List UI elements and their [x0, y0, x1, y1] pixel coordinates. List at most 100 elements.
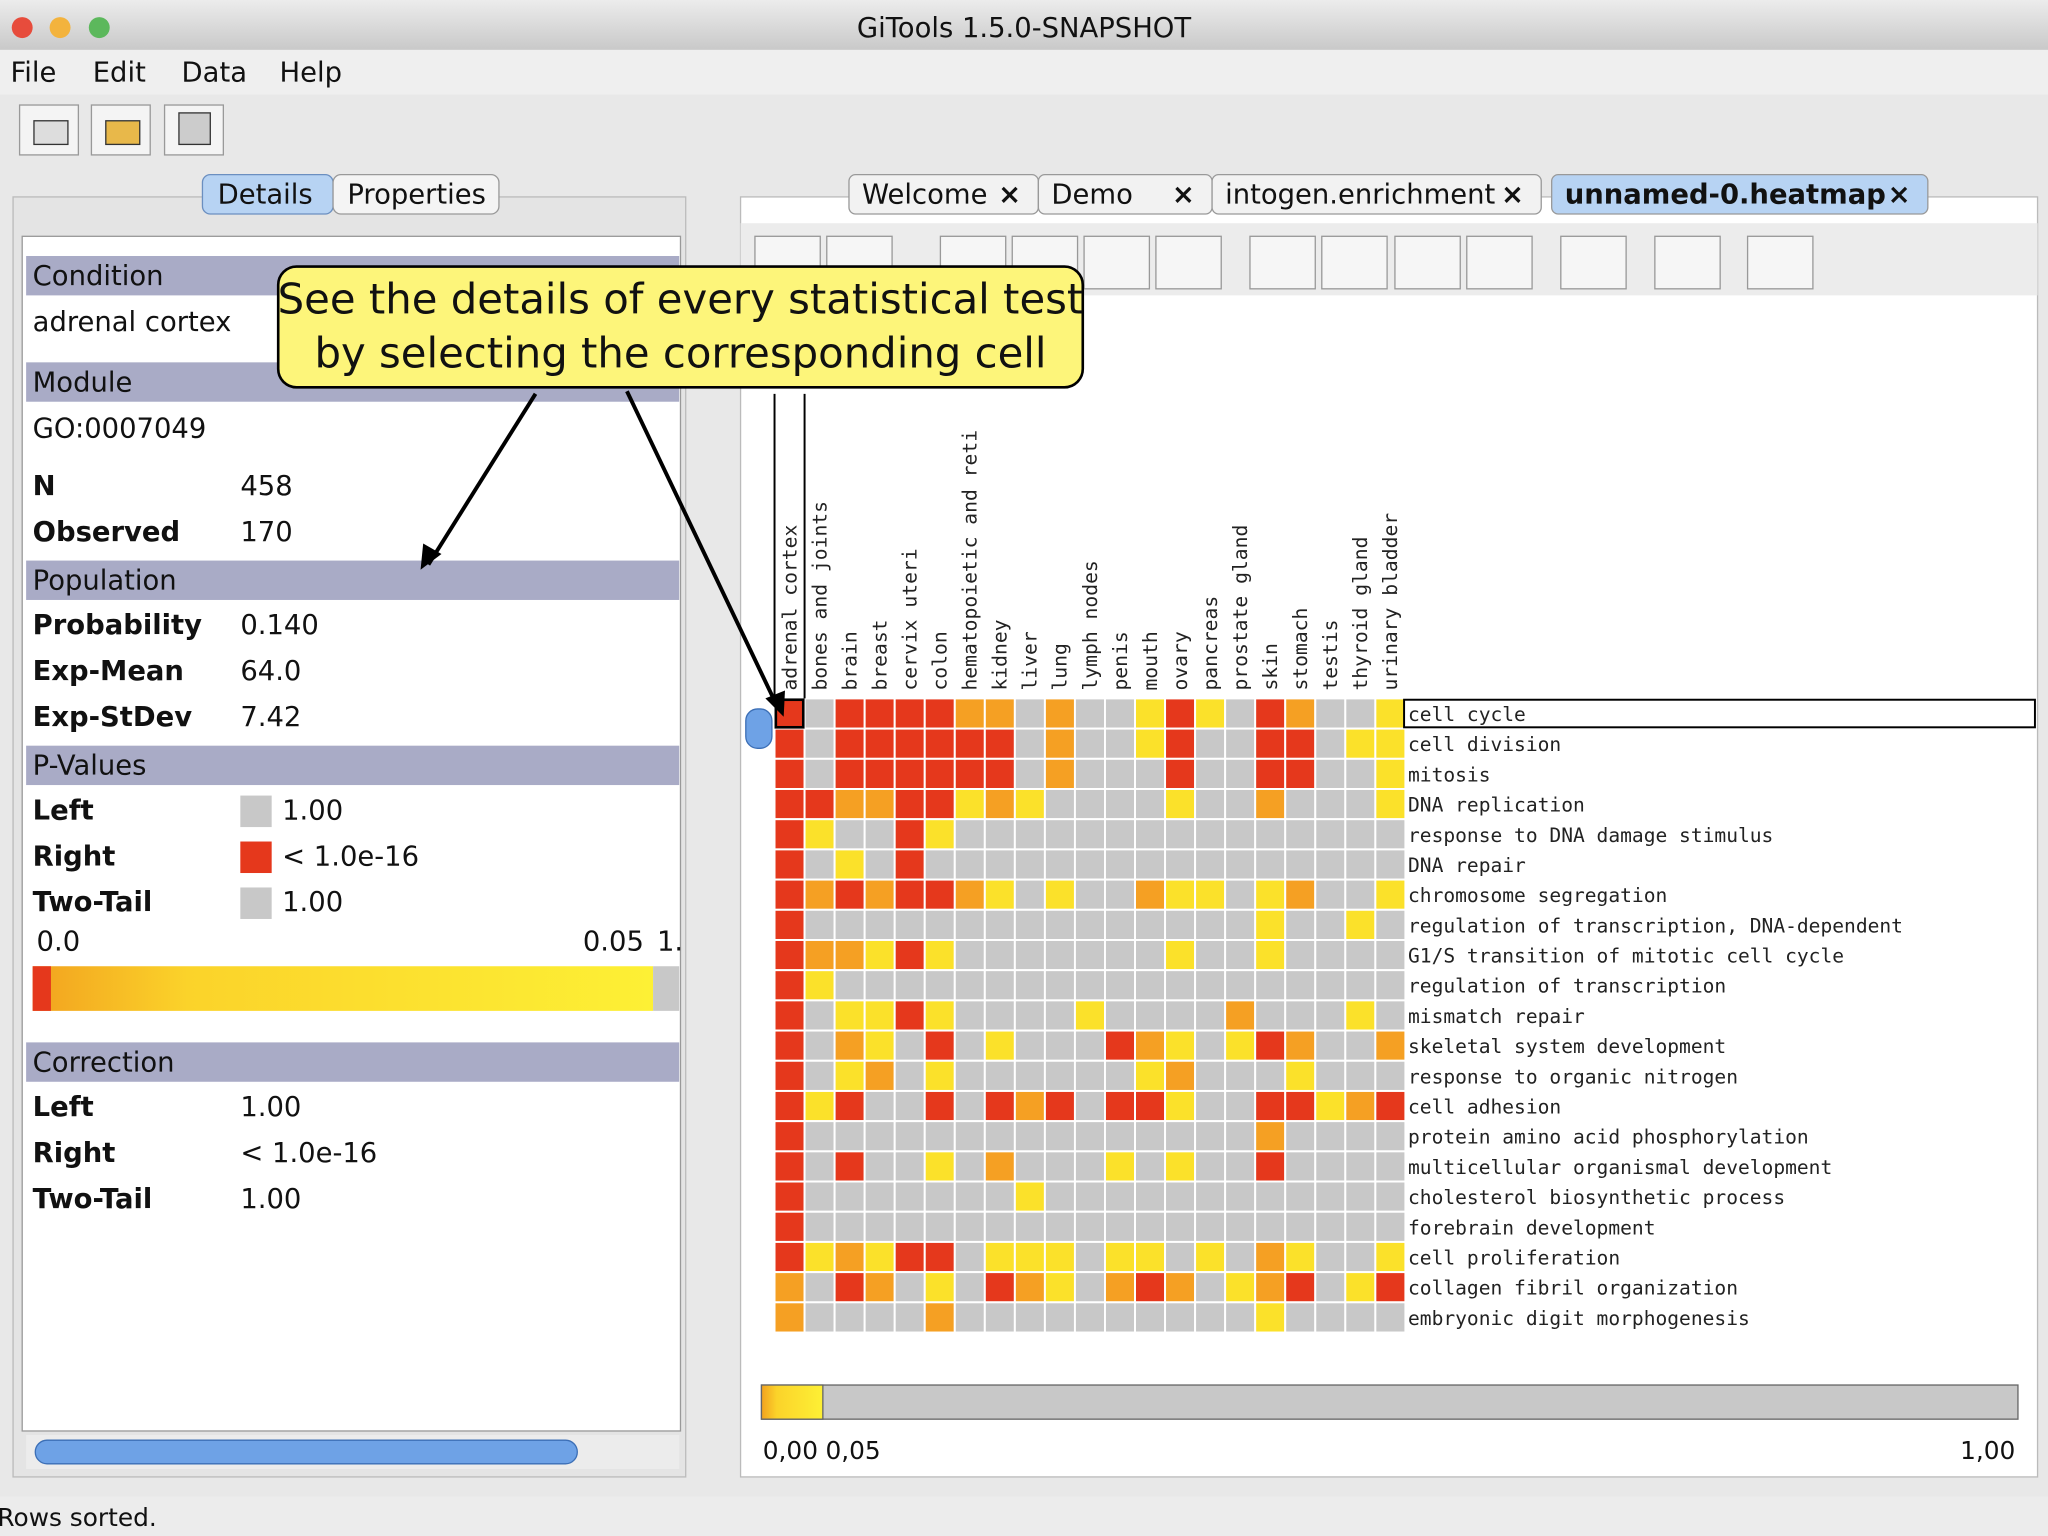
heatmap-cell[interactable]: [1043, 1029, 1076, 1062]
heatmap-cell[interactable]: [1104, 757, 1136, 790]
heatmap-cell[interactable]: [773, 1029, 806, 1062]
heatmap-cell[interactable]: [1224, 1120, 1257, 1153]
heatmap-cell[interactable]: [1314, 1120, 1347, 1153]
heatmap-cell[interactable]: [1254, 818, 1287, 851]
heatmap-cell[interactable]: [1104, 818, 1136, 851]
heatmap-cell[interactable]: [1073, 1029, 1106, 1062]
heatmap-cell[interactable]: [803, 757, 836, 790]
tool-button[interactable]: [1321, 235, 1388, 290]
heatmap-cell[interactable]: [983, 999, 1016, 1032]
heatmap-cell[interactable]: [803, 1029, 836, 1062]
editor-tab[interactable]: [1551, 173, 1929, 215]
heatmap-cell[interactable]: [1344, 1150, 1377, 1183]
heatmap-cell[interactable]: [893, 848, 926, 881]
heatmap-cell[interactable]: [1104, 908, 1136, 941]
heatmap-cell[interactable]: [1284, 999, 1317, 1032]
heatmap-cell[interactable]: [1013, 1240, 1046, 1274]
heatmap-cell[interactable]: [1314, 938, 1347, 972]
heatmap-cell[interactable]: [1104, 848, 1136, 881]
heatmap-cell[interactable]: [803, 1240, 836, 1274]
heatmap-cell[interactable]: [1374, 1150, 1407, 1183]
heatmap-cell[interactable]: [1164, 757, 1197, 790]
heatmap-cell[interactable]: [1134, 1180, 1167, 1213]
heatmap-cell[interactable]: [1284, 969, 1317, 1002]
heatmap-cell[interactable]: [803, 1210, 836, 1243]
heatmap-cell[interactable]: [1194, 969, 1227, 1002]
heatmap-cell[interactable]: [1164, 727, 1197, 760]
heatmap-cell[interactable]: [983, 878, 1016, 911]
heatmap-cell[interactable]: [1073, 1059, 1106, 1092]
heatmap-cell[interactable]: [1314, 697, 1347, 730]
heatmap-cell[interactable]: [803, 697, 836, 730]
row-label[interactable]: skeletal system development: [1408, 1035, 1726, 1058]
heatmap-cell[interactable]: [773, 1150, 806, 1183]
heatmap-cell[interactable]: [1254, 1301, 1287, 1334]
heatmap-cell[interactable]: [1043, 878, 1076, 911]
heatmap-cell[interactable]: [893, 1210, 926, 1243]
heatmap-cell[interactable]: [833, 938, 866, 972]
heatmap-cell[interactable]: [1043, 1271, 1076, 1304]
heatmap-cell[interactable]: [1374, 1089, 1407, 1123]
heatmap-cell[interactable]: [983, 1271, 1016, 1304]
heatmap-cell[interactable]: [1073, 1271, 1106, 1304]
heatmap-cell[interactable]: [953, 757, 986, 790]
heatmap-cell[interactable]: [953, 1029, 986, 1062]
scroll-thumb[interactable]: [34, 1439, 578, 1465]
heatmap-cell[interactable]: [1344, 1301, 1377, 1334]
heatmap-cell[interactable]: [773, 818, 806, 851]
heatmap-cell[interactable]: [1134, 788, 1167, 821]
heatmap-cell[interactable]: [1164, 1210, 1197, 1243]
heatmap-cell[interactable]: [1134, 1120, 1167, 1153]
heatmap-cell[interactable]: [833, 1180, 866, 1213]
heatmap-cell[interactable]: [923, 878, 956, 911]
heatmap-cell[interactable]: [1043, 757, 1076, 790]
heatmap-cell[interactable]: [863, 1059, 896, 1092]
heatmap-cell[interactable]: [1344, 938, 1377, 972]
heatmap-cell[interactable]: [1254, 788, 1287, 821]
row-label[interactable]: mitosis: [1408, 763, 1491, 786]
heatmap-cell[interactable]: [953, 1180, 986, 1213]
heatmap-cell[interactable]: [833, 697, 866, 730]
heatmap-cell[interactable]: [1104, 1240, 1136, 1274]
heatmap-cell[interactable]: [983, 908, 1016, 941]
heatmap-cell[interactable]: [773, 908, 806, 941]
heatmap-cell[interactable]: [953, 1150, 986, 1183]
heatmap-cell[interactable]: [773, 878, 806, 911]
heatmap-cell[interactable]: [1164, 1271, 1197, 1304]
heatmap-cell[interactable]: [1134, 1089, 1167, 1123]
tool-button[interactable]: [1746, 235, 1814, 290]
heatmap-cell[interactable]: [893, 1120, 926, 1153]
heatmap-cell[interactable]: [1314, 1210, 1347, 1243]
heatmap-cell[interactable]: [983, 848, 1016, 881]
heatmap-cell[interactable]: [1073, 757, 1106, 790]
heatmap-cell[interactable]: [1224, 969, 1257, 1002]
heatmap-cell[interactable]: [1374, 1180, 1407, 1213]
heatmap-cell[interactable]: [1043, 788, 1076, 821]
heatmap-cell[interactable]: [1194, 1180, 1227, 1213]
heatmap-cell[interactable]: [1043, 908, 1076, 941]
heatmap-cell[interactable]: [923, 1029, 956, 1062]
heatmap-cell[interactable]: [1194, 1089, 1227, 1123]
heatmap-cell[interactable]: [863, 908, 896, 941]
heatmap-cell[interactable]: [923, 999, 956, 1032]
heatmap-cell[interactable]: [833, 818, 866, 851]
row-label[interactable]: cholesterol biosynthetic process: [1408, 1186, 1785, 1209]
heatmap-cell[interactable]: [983, 697, 1016, 730]
heatmap-cell[interactable]: [1374, 969, 1407, 1002]
zoom-button[interactable]: [88, 17, 110, 39]
heatmap-cell[interactable]: [1224, 938, 1257, 972]
heatmap-cell[interactable]: [1254, 938, 1287, 972]
heatmap-cell[interactable]: [1284, 1210, 1317, 1243]
heatmap-cell[interactable]: [1164, 938, 1197, 972]
heatmap-cell[interactable]: [863, 1271, 896, 1304]
heatmap-cell[interactable]: [1013, 1271, 1046, 1304]
heatmap-cell[interactable]: [863, 848, 896, 881]
heatmap-cell[interactable]: [1104, 1059, 1136, 1092]
heatmap-cell[interactable]: [953, 1089, 986, 1123]
heatmap-cell[interactable]: [833, 999, 866, 1032]
heatmap-cell[interactable]: [773, 1180, 806, 1213]
heatmap-cell[interactable]: [863, 1180, 896, 1213]
heatmap-cell[interactable]: [983, 757, 1016, 790]
heatmap-cell[interactable]: [1284, 727, 1317, 760]
menu-item[interactable]: Help: [280, 56, 343, 88]
